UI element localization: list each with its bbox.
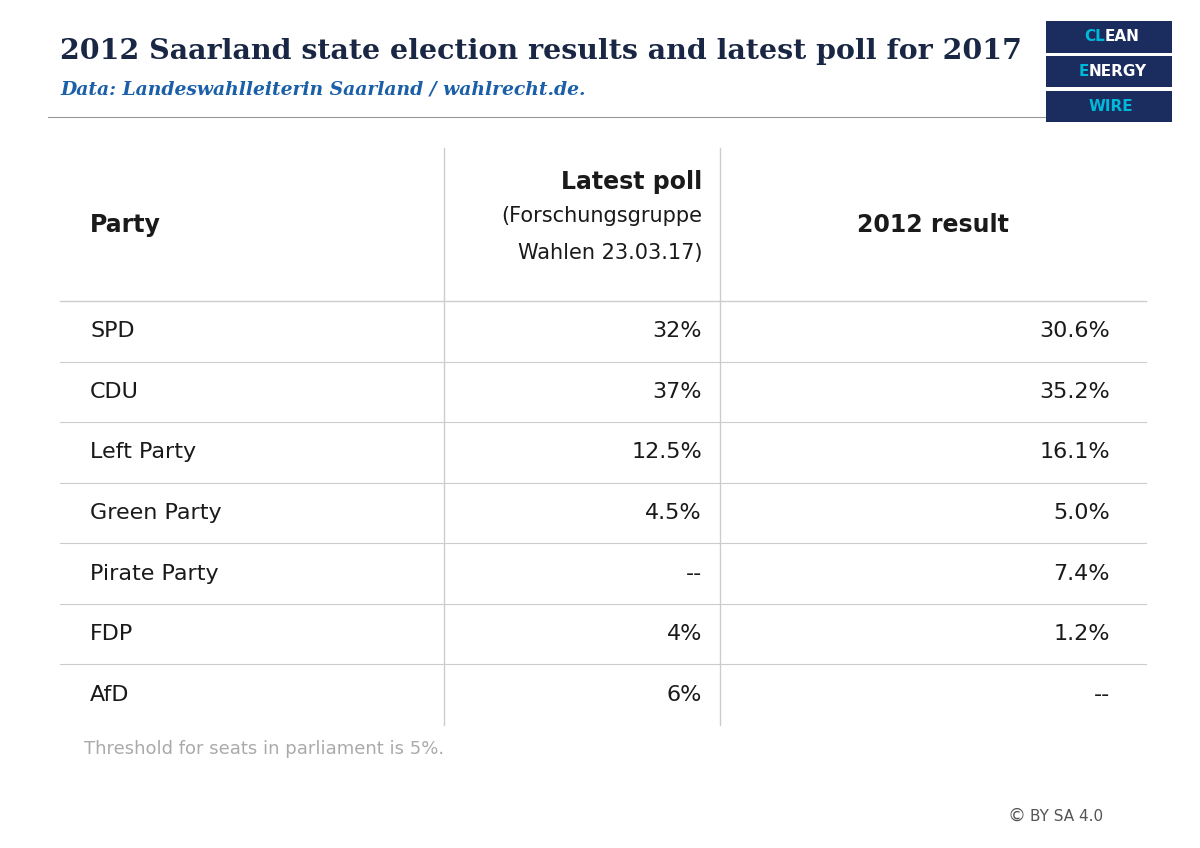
Text: EAN: EAN	[1104, 30, 1139, 44]
Text: 4.5%: 4.5%	[646, 503, 702, 523]
Text: CDU: CDU	[90, 382, 139, 402]
Text: ©: ©	[1008, 806, 1026, 824]
Text: Pirate Party: Pirate Party	[90, 564, 218, 583]
Text: E: E	[1079, 64, 1090, 79]
Text: Party: Party	[90, 213, 161, 237]
Text: --: --	[685, 564, 702, 583]
Text: 5.0%: 5.0%	[1054, 503, 1110, 523]
Text: Threshold for seats in parliament is 5%.: Threshold for seats in parliament is 5%.	[84, 740, 444, 758]
Text: WIRE: WIRE	[1090, 99, 1134, 114]
Text: CL: CL	[1084, 30, 1105, 44]
Text: (Forschungsgruppe: (Forschungsgruppe	[502, 206, 702, 226]
Text: NERGY: NERGY	[1090, 64, 1147, 79]
Text: 32%: 32%	[653, 321, 702, 342]
Text: FDP: FDP	[90, 624, 133, 644]
Text: 2012 Saarland state election results and latest poll for 2017: 2012 Saarland state election results and…	[60, 38, 1022, 65]
Text: Latest poll: Latest poll	[560, 170, 702, 193]
Text: 1.2%: 1.2%	[1054, 624, 1110, 644]
Text: SPD: SPD	[90, 321, 134, 342]
Text: --: --	[1093, 684, 1110, 705]
Text: 12.5%: 12.5%	[631, 443, 702, 462]
Text: 37%: 37%	[653, 382, 702, 402]
Text: 7.4%: 7.4%	[1054, 564, 1110, 583]
Text: AfD: AfD	[90, 684, 130, 705]
Text: Green Party: Green Party	[90, 503, 222, 523]
Text: 16.1%: 16.1%	[1039, 443, 1110, 462]
Text: 6%: 6%	[667, 684, 702, 705]
Text: 35.2%: 35.2%	[1039, 382, 1110, 402]
Text: 30.6%: 30.6%	[1039, 321, 1110, 342]
Text: Data: Landeswahlleiterin Saarland / wahlrecht.de.: Data: Landeswahlleiterin Saarland / wahl…	[60, 81, 586, 98]
Text: Left Party: Left Party	[90, 443, 196, 462]
Text: BY SA 4.0: BY SA 4.0	[1030, 809, 1103, 824]
Text: 2012 result: 2012 result	[857, 213, 1009, 237]
Text: Wahlen 23.03.17): Wahlen 23.03.17)	[517, 243, 702, 263]
Text: 4%: 4%	[667, 624, 702, 644]
